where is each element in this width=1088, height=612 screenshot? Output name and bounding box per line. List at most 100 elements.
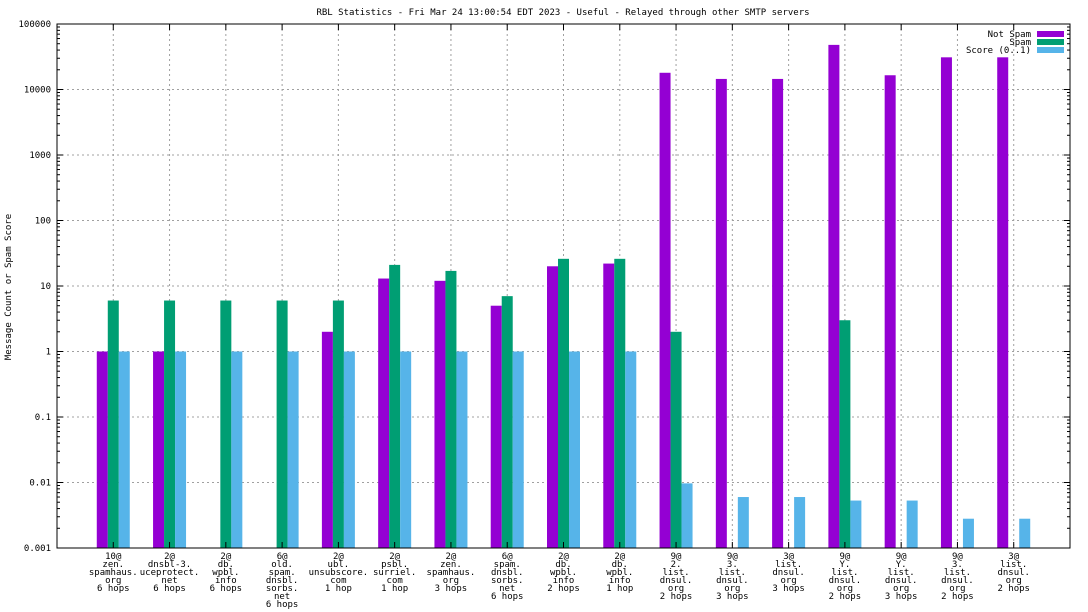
bar — [400, 351, 412, 548]
x-tick-label: 2@ — [333, 552, 344, 562]
x-tick-label: 2 hops — [660, 592, 693, 602]
x-tick-label: 2 hops — [941, 592, 974, 602]
x-tick-label: 2@ — [614, 552, 625, 562]
x-tick-label: net — [274, 592, 290, 602]
x-tick-label: dnsul. — [772, 568, 805, 578]
bar — [850, 500, 862, 548]
x-tick-label: 3@ — [783, 552, 794, 562]
bar — [569, 351, 580, 548]
x-tick-label: dnsbl. — [266, 576, 299, 586]
bar — [625, 351, 637, 548]
bar — [378, 278, 390, 548]
x-tick-label: list. — [888, 568, 915, 578]
x-tick-label: sorbs. — [491, 576, 524, 586]
x-tick-label: 2 hops — [547, 584, 580, 594]
x-tick-label: 3 hops — [885, 592, 918, 602]
x-tick-label: 3@ — [1008, 552, 1019, 562]
bar — [490, 305, 502, 548]
x-tick-label: 2@ — [164, 552, 175, 562]
bar — [175, 351, 187, 548]
x-tick-label: spamhaus. — [427, 568, 476, 578]
bar — [445, 270, 457, 548]
x-tick-label: org — [893, 584, 909, 594]
x-tick-label: 3. — [952, 560, 963, 570]
x-tick-label: db. — [612, 560, 628, 570]
x-tick-label: net — [161, 576, 177, 586]
y-tick-label: 10000 — [24, 86, 51, 96]
x-tick-label: 2@ — [220, 552, 231, 562]
y-ticks: 0.001 0.01 0.1 1 10 100 1000 10000 100000 — [18, 20, 1070, 554]
x-tick-label: org — [837, 584, 853, 594]
x-tick-label: psbl. — [381, 560, 408, 570]
bar — [828, 44, 840, 549]
x-tick-label: 9@ — [896, 552, 907, 562]
legend-label: Score (0..1) — [966, 46, 1031, 56]
bar — [614, 258, 626, 548]
x-tick-label: spam. — [269, 568, 296, 578]
bar — [940, 57, 952, 549]
x-tick-label: 3 hops — [772, 584, 805, 594]
legend-swatch — [1037, 31, 1064, 37]
x-tick-label: dnsbl. — [491, 568, 524, 578]
bar — [681, 483, 693, 548]
bar — [118, 351, 130, 548]
x-tick-label: org — [668, 584, 684, 594]
y-tick-label: 0.001 — [24, 544, 51, 554]
bar — [332, 300, 344, 548]
x-tick-label: 2 hops — [997, 584, 1030, 594]
x-tick-label: 3 hops — [716, 592, 749, 602]
bar — [276, 300, 288, 548]
x-tick-label: 6@ — [277, 552, 288, 562]
x-tick-label: dnsul. — [885, 576, 918, 586]
bar — [884, 75, 896, 549]
x-tick-label: wpbl. — [550, 568, 577, 578]
x-tick-label: list. — [663, 568, 690, 578]
x-tick-label: 9@ — [839, 552, 850, 562]
bar — [659, 72, 671, 548]
x-tick-label: sorbs. — [266, 584, 299, 594]
x-tick-label: spam. — [494, 560, 521, 570]
bar — [558, 258, 569, 548]
x-tick-label: 1 hop — [325, 584, 352, 594]
y-tick-label: 0.1 — [35, 413, 51, 423]
x-tick-label: list. — [775, 560, 802, 570]
x-tick-label: 6 hops — [491, 592, 524, 602]
bar — [512, 351, 524, 548]
x-tick-label: dnsbl-3. — [148, 560, 191, 570]
x-tick-label: db. — [218, 560, 234, 570]
x-tick-label: uceprotect. — [140, 568, 200, 578]
x-tick-label: dnsul. — [997, 568, 1030, 578]
x-tick-label: 2@ — [446, 552, 457, 562]
x-tick-label: list. — [831, 568, 858, 578]
bar — [997, 57, 1009, 549]
bar — [220, 300, 232, 548]
x-tick-label: info — [553, 576, 575, 586]
x-tick-label: 6 hops — [153, 584, 186, 594]
x-tick-label: zen. — [102, 560, 124, 570]
x-tick-label: list. — [719, 568, 746, 578]
bar — [164, 300, 176, 548]
x-tick-label: list. — [944, 568, 971, 578]
x-tick-label: wpbl. — [606, 568, 633, 578]
legend-label: Spam — [1009, 38, 1031, 48]
x-tick-label: 6 hops — [210, 584, 243, 594]
y-axis-label: Message Count or Spam Score — [4, 214, 14, 360]
y-tick-label: 100 — [35, 217, 51, 227]
x-tick-label: info — [215, 576, 237, 586]
x-tick-label: 9@ — [952, 552, 963, 562]
x-tick-label: com — [387, 576, 403, 586]
x-tick-label: org — [1006, 576, 1022, 586]
x-tick-label: 1 hop — [606, 584, 633, 594]
bar — [321, 331, 333, 548]
x-tick-label: 6 hops — [266, 600, 299, 610]
y-tick-label: 0.01 — [29, 479, 51, 489]
x-tick-label: info — [609, 576, 631, 586]
legend-swatch — [1037, 39, 1064, 45]
x-tick-label: Y. — [896, 560, 907, 570]
x-tick-label: list. — [1000, 560, 1027, 570]
bar — [715, 78, 727, 549]
x-tick-label: 2. — [671, 560, 682, 570]
x-tick-label: dnsul. — [829, 576, 862, 586]
